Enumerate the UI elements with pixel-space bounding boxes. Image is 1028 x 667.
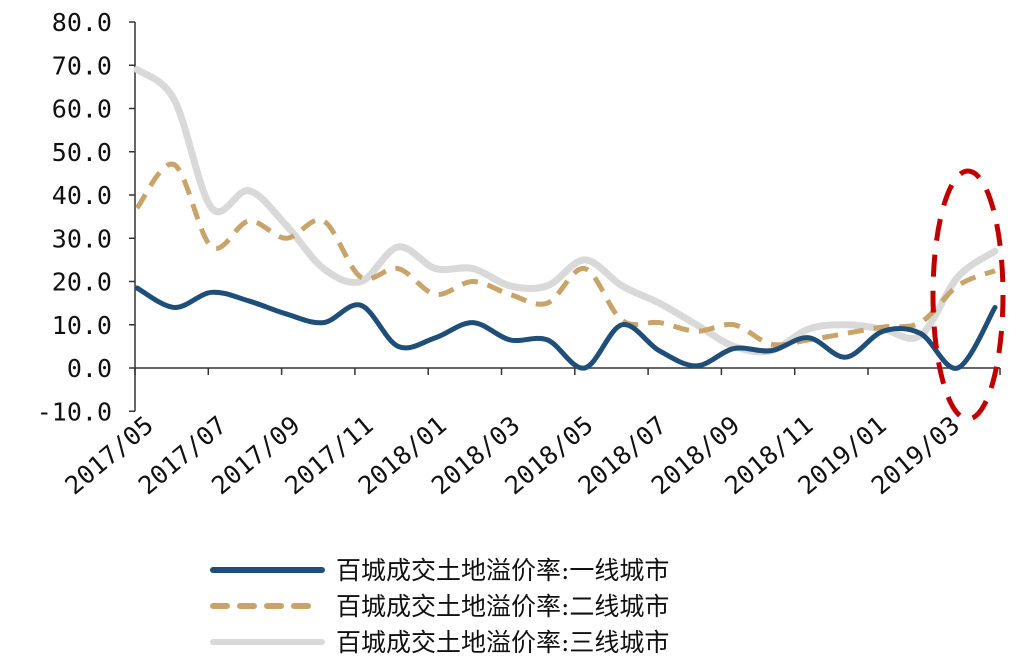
series-line-3 (133, 66, 999, 356)
y-tick-label: 70.0 (52, 51, 112, 80)
y-tick-label: -10.0 (37, 397, 112, 426)
series-line-1 (134, 285, 998, 371)
series-lines (133, 66, 999, 371)
legend: 百城成交土地溢价率:一线城市百城成交土地溢价率:二线城市百城成交土地溢价率:三线… (210, 556, 669, 657)
y-tick-label: 30.0 (52, 224, 112, 253)
y-axis: 80.0 70.0 60.0 50.0 40.0 30.0 20.0 10.0 0.0 -10.0 (37, 8, 136, 426)
y-tick-label: 60.0 (52, 95, 112, 124)
x-axis: 2017/052017/072017/092017/112018/012018/… (60, 367, 1001, 500)
y-tick-label: 0.0 (67, 354, 112, 383)
y-tick-label: 10.0 (52, 311, 112, 340)
series-line-2 (134, 161, 996, 348)
y-tick-label: 20.0 (52, 268, 112, 297)
y-tick-label: 80.0 (52, 8, 112, 37)
y-tick-label: 50.0 (52, 138, 112, 167)
legend-label: 百城成交土地溢价率:三线城市 (336, 628, 669, 657)
highlight-ellipse (930, 168, 1006, 422)
y-tick-label: 40.0 (52, 181, 112, 210)
legend-label: 百城成交土地溢价率:二线城市 (336, 592, 669, 621)
legend-label: 百城成交土地溢价率:一线城市 (336, 556, 669, 585)
